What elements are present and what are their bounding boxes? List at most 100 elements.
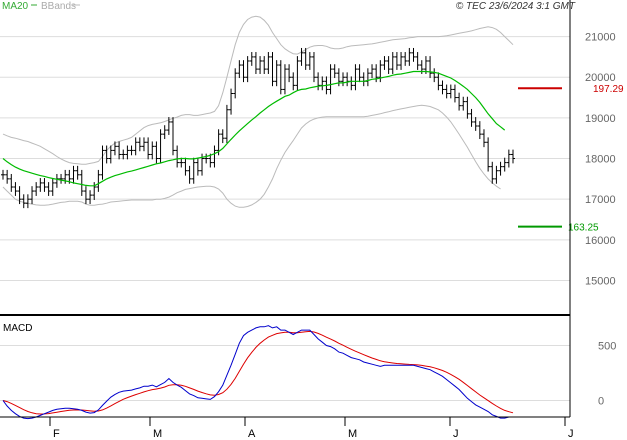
price-bar: [436, 72, 441, 91]
price-bar: [266, 52, 271, 74]
price-bar: [191, 157, 196, 184]
price-bar: [183, 157, 188, 176]
price-bar: [299, 47, 304, 66]
x-tick-label: A: [248, 428, 256, 440]
price-bar: [212, 145, 217, 168]
price-bar: [237, 60, 242, 79]
price-bar: [129, 145, 134, 156]
price-bar: [71, 165, 76, 184]
price-bar: [233, 68, 238, 99]
price-bar: [25, 194, 30, 209]
price-bar: [511, 149, 515, 164]
price-bar: [494, 165, 499, 184]
macd-panel: [0, 318, 570, 417]
price-bar: [258, 56, 263, 74]
price-bar: [490, 161, 495, 184]
price-bar: [204, 153, 209, 164]
price-bar: [13, 182, 18, 196]
price-bar: [307, 52, 312, 70]
macd-tick-label: 500: [598, 341, 616, 353]
price-bar: [287, 64, 292, 83]
price-bar: [477, 121, 482, 140]
price-bar: [46, 182, 51, 196]
price-bar: [245, 56, 250, 83]
price-bar: [166, 117, 171, 135]
price-bar: [241, 60, 246, 83]
copyright: © TEC 23/6/2024 3:1 GMT: [456, 1, 576, 12]
price-bar: [428, 56, 433, 79]
price-bar: [407, 47, 412, 66]
price-bar: [332, 64, 337, 79]
price-bar: [440, 80, 445, 95]
price-bar: [386, 56, 391, 74]
macd-line: [2, 325, 513, 420]
price-bar: [104, 145, 109, 164]
price-bar: [274, 60, 279, 87]
price-bar: [253, 52, 258, 74]
price-bar: [1, 169, 5, 180]
x-tick-label: J: [453, 428, 459, 440]
price-bar: [154, 141, 159, 164]
legend-ma: MA20: [2, 1, 29, 12]
price-bar: [448, 84, 453, 99]
price-bar: [461, 96, 466, 111]
price-bar: [415, 52, 420, 70]
price-tick-label: 19000: [585, 113, 616, 125]
price-bar: [403, 52, 408, 66]
price-tick-label: 15000: [585, 275, 616, 287]
price-bar: [469, 108, 474, 127]
price-bar: [357, 64, 362, 83]
price-bar: [195, 157, 200, 176]
price-bar: [486, 137, 491, 172]
price-bar: [220, 129, 225, 144]
price-bar: [38, 178, 43, 192]
price-bar: [75, 165, 80, 180]
price-panel: [0, 0, 570, 313]
price-bar: [112, 141, 117, 156]
price-bar: [121, 149, 126, 160]
price-bar: [498, 161, 503, 176]
price-bar: [79, 169, 84, 196]
price-bar: [50, 178, 55, 196]
macd-tick-label: 0: [598, 396, 604, 408]
price-bar: [179, 157, 184, 168]
price-bar: [158, 129, 163, 164]
price-bar: [108, 145, 113, 164]
macd-title: MACD: [3, 323, 32, 334]
price-bar: [394, 52, 399, 70]
price-bar: [303, 47, 308, 70]
price-bar: [353, 64, 358, 91]
price-bar: [390, 52, 395, 74]
price-bar: [341, 72, 345, 87]
price-bar: [162, 125, 167, 140]
macd-lines: [2, 325, 514, 420]
price-bar: [137, 137, 142, 152]
price-bar: [141, 137, 146, 152]
price-bar: [224, 104, 229, 144]
price-bar: [295, 56, 300, 91]
price-bar: [249, 52, 254, 66]
price-bar: [146, 137, 151, 160]
price-bar: [270, 52, 275, 87]
price-bar: [481, 129, 486, 148]
price-bar: [229, 88, 234, 115]
price-bar: [311, 52, 316, 83]
price-bar: [370, 64, 375, 79]
price-bar: [100, 145, 105, 180]
price-tick-label: 17000: [585, 194, 616, 206]
ma20-line: [2, 70, 506, 187]
price-bar: [88, 190, 93, 205]
price-bar: [291, 72, 296, 91]
x-tick-label: M: [348, 428, 357, 440]
price-bar: [171, 117, 175, 156]
price-bar: [175, 145, 180, 168]
legend-bb: BBands: [41, 1, 76, 12]
price-bar: [432, 68, 437, 83]
support-label: 163.25: [568, 223, 599, 234]
price-bar: [5, 169, 10, 184]
price-bar: [42, 178, 47, 192]
price-bar: [316, 72, 321, 91]
